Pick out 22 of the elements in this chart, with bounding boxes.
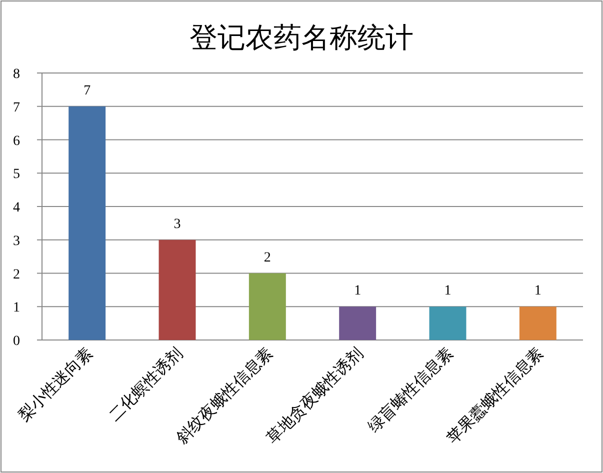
bar	[68, 106, 106, 340]
y-tick-label: 6	[13, 134, 20, 149]
bar	[429, 306, 466, 340]
y-tick-label: 5	[13, 167, 20, 182]
data-label: 1	[444, 284, 452, 299]
data-label: 3	[174, 216, 181, 232]
y-tick-label: 2	[13, 267, 20, 282]
x-tick-label: 二化螟性诱剂	[105, 344, 186, 425]
bar	[339, 306, 376, 340]
data-label: 1	[534, 284, 542, 299]
chart-title: 登记农药名称统计	[190, 23, 414, 54]
y-tick-label: 7	[13, 100, 20, 116]
y-tick-label: 1	[13, 300, 20, 316]
bar	[248, 273, 286, 340]
data-label: 7	[84, 83, 91, 98]
data-label: 1	[354, 284, 362, 299]
bar	[158, 240, 196, 340]
y-tick-label: 4	[13, 200, 20, 216]
y-tick-label: 3	[13, 234, 20, 249]
data-label: 2	[264, 250, 271, 266]
bar	[519, 306, 556, 340]
y-tick-label: 8	[13, 67, 20, 82]
